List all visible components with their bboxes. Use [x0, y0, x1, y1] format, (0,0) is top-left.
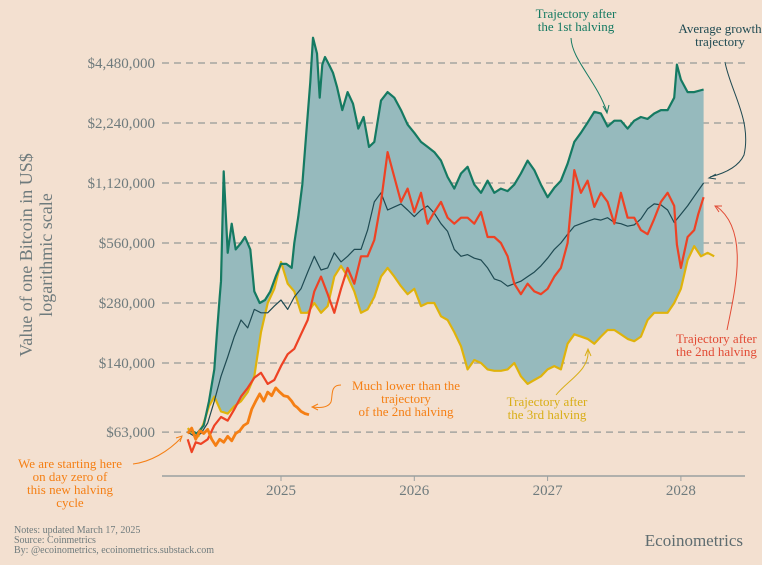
annotation-average-growth-line-1: Average growth [678, 21, 762, 36]
annotation-average-growth-arrow [709, 61, 747, 178]
y-axis-label: Value of one Bitcoin in US$ logarithmic … [16, 153, 56, 356]
annotation-current-line-3: of the 2nd halving [359, 404, 454, 419]
y-tick-label: $280,000 [99, 296, 155, 312]
annotation-1st-halving-line-2: the 1st halving [538, 19, 615, 34]
footer-notes-line-3: By: @ecoinometrics, ecoinometrics.substa… [14, 545, 214, 556]
y-tick-labels: $4,480,000 $2,240,000 $1,120,000 $560,000 $2… [88, 56, 156, 441]
annotation-2nd-halving-line-2: the 2nd halving [676, 344, 757, 359]
range-band-area [187, 37, 704, 437]
annotation-3rd-halving-arrowhead [584, 347, 592, 357]
annotation-current-much-lower: Much lower than the trajectory of the 2n… [310, 378, 460, 419]
annotation-current-arrowhead [310, 403, 319, 411]
annotation-2nd-halving-arrowhead [714, 205, 722, 213]
series-line-current-trajectory-4th-halving [186, 386, 310, 447]
series-lines [186, 36, 715, 454]
annotation-1st-halving-arrow [570, 37, 608, 113]
annotation-start-here: We are starting here on day zero of this… [18, 435, 183, 510]
y-axis-label-line-2: logarithmic scale [36, 193, 56, 316]
annotation-start-line-4: cycle [56, 495, 84, 510]
annotation-current-line-1: Much lower than the [352, 378, 460, 393]
annotation-1st-halving-line-1: Trajectory after [536, 6, 617, 21]
y-axis-label-line-1: Value of one Bitcoin in US$ [16, 153, 36, 356]
series-line-trajectory-after-the-3rd-halving [186, 245, 715, 438]
annotation-2nd-halving: Trajectory after the 2nd halving [676, 205, 757, 359]
annotation-start-line-3: this new halving [27, 482, 113, 497]
annotation-3rd-halving-arrow [555, 349, 589, 396]
annotation-average-growth-line-2: trajectory [695, 34, 745, 49]
footer-notes: Notes: updated March 17, 2025 Source: Co… [14, 525, 214, 556]
annotation-1st-halving-arrowhead [602, 104, 610, 115]
annotation-2nd-halving-line-1: Trajectory after [676, 331, 757, 346]
range-band [187, 37, 704, 437]
series-line-trajectory-after-the-2nd-halving [186, 151, 705, 454]
y-tick-label: $2,240,000 [88, 116, 156, 132]
y-tick-label: $560,000 [99, 236, 155, 252]
annotation-current-arrow [312, 384, 342, 408]
annotation-current-line-2: trajectory [381, 391, 431, 406]
annotation-start-line-1: We are starting here [18, 456, 122, 471]
annotation-average-growth-arrowhead [707, 173, 717, 180]
annotation-2nd-halving-arrow [715, 205, 738, 331]
x-tick-label: 2028 [666, 483, 696, 499]
annotation-start-arrowhead [175, 435, 183, 443]
footer-notes-line-2: Source: Coinmetrics [14, 535, 96, 546]
annotation-3rd-halving-line-1: Trajectory after [507, 394, 588, 409]
y-tick-label: $140,000 [99, 356, 155, 372]
y-tick-label: $1,120,000 [88, 176, 156, 192]
y-tick-label: $4,480,000 [88, 56, 156, 72]
annotation-1st-halving: Trajectory after the 1st halving [536, 6, 617, 115]
footer-notes-line-1: Notes: updated March 17, 2025 [14, 525, 140, 536]
series-line-trajectory-after-the-1st-halving [187, 36, 704, 435]
x-tick-label: 2027 [533, 483, 564, 499]
annotation-start-arrow [132, 436, 183, 465]
brand-logo-text: Ecoinometrics [645, 531, 743, 550]
x-tick-labels: 2025 2026 2027 2028 [266, 483, 696, 499]
axes [162, 475, 745, 481]
annotation-3rd-halving-line-2: the 3rd halving [508, 407, 587, 422]
annotation-start-line-2: on day zero of [33, 469, 108, 484]
y-tick-label: $63,000 [106, 425, 155, 441]
annotation-average-growth: Average growth trajectory [678, 21, 762, 180]
x-tick-label: 2025 [266, 483, 296, 499]
x-tick-label: 2026 [399, 483, 430, 499]
annotation-3rd-halving: Trajectory after the 3rd halving [507, 347, 592, 422]
